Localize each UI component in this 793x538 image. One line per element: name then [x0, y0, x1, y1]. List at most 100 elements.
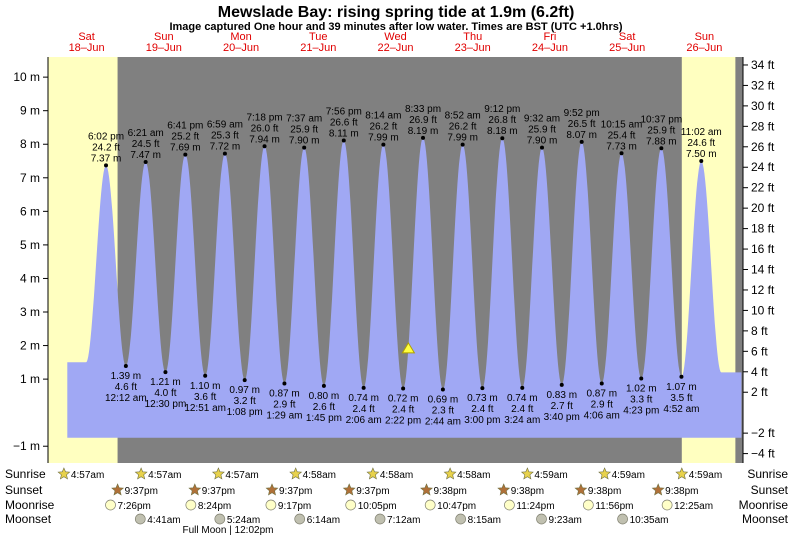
- day-name-label: Sun: [154, 31, 174, 43]
- moonrise-icon: [185, 499, 197, 511]
- high-tide-ft: 25.2 ft: [171, 132, 199, 143]
- low-tide-point: [599, 381, 604, 386]
- moonset-icon: [294, 513, 306, 525]
- high-tide-m: 7.47 m: [130, 150, 161, 161]
- high-tide-point: [699, 159, 704, 164]
- low-tide-m: 0.83 m: [546, 390, 577, 401]
- low-tide-point: [203, 373, 208, 378]
- low-tide-m: 1.07 m: [666, 382, 697, 393]
- high-tide-time: 6:59 am: [207, 120, 243, 131]
- sunrise-time: 4:58am: [457, 470, 490, 481]
- sunrise-icon: [211, 467, 225, 480]
- sunset-time: 9:37pm: [202, 486, 235, 497]
- day-name-label: Tue: [309, 31, 328, 43]
- moonset-icon: [536, 513, 547, 525]
- low-tide-point: [242, 378, 247, 383]
- y-tick-label-ft: −4 ft: [751, 447, 775, 461]
- high-tide-time: 8:52 am: [445, 111, 481, 122]
- sun-moon-rows: Sunrise Sunrise 4:57am 4:57am 4:57am 4:58am 4:…: [5, 467, 789, 526]
- y-tick-label-m: 1 m: [20, 372, 40, 386]
- y-tick-label-ft: 4 ft: [751, 365, 768, 379]
- moonset-icon: [617, 513, 628, 525]
- low-tide-ft: 2.9 ft: [273, 399, 295, 410]
- high-tide-point: [619, 151, 624, 156]
- high-tide-point: [143, 160, 148, 165]
- high-tide-point: [341, 138, 346, 143]
- moonset-icon: [134, 513, 146, 525]
- low-tide-ft: 2.6 ft: [313, 402, 335, 413]
- high-tide-ft: 26.0 ft: [251, 123, 279, 134]
- y-tick-label-m: 5 m: [20, 238, 40, 252]
- low-tide-point: [520, 385, 525, 390]
- high-tide-time: 10:15 am: [601, 119, 643, 130]
- sunset-time: 9:38pm: [665, 486, 698, 497]
- high-tide-point: [500, 136, 505, 141]
- y-tick-label-m: 6 m: [20, 204, 40, 218]
- low-tide-point: [440, 387, 445, 392]
- y-tick-label-ft: 10 ft: [751, 303, 775, 317]
- low-tide-ft: 2.7 ft: [551, 401, 573, 412]
- high-tide-m: 7.50 m: [686, 149, 717, 160]
- high-tide-time: 6:21 am: [128, 128, 164, 139]
- sunrise-row-label-right: Sunrise: [747, 467, 788, 481]
- low-tide-point: [639, 376, 644, 381]
- low-tide-time: 4:06 am: [584, 410, 620, 421]
- high-tide-m: 7.99 m: [368, 133, 399, 144]
- low-tide-time: 1:45 pm: [306, 413, 342, 424]
- sunset-time: 9:37pm: [356, 486, 389, 497]
- low-tide-m: 1.10 m: [190, 381, 221, 392]
- y-tick-label-ft: 28 ft: [751, 119, 775, 133]
- sunrise-time: 4:59am: [534, 470, 567, 481]
- day-date-label: 24–Jun: [532, 42, 568, 54]
- moonset-time: 5:24am: [227, 515, 260, 526]
- moonrise-icon: [582, 499, 594, 511]
- low-tide-point: [123, 364, 128, 369]
- y-tick-label-m: 10 m: [13, 70, 40, 84]
- moonset-icon: [374, 513, 386, 525]
- low-tide-point: [480, 386, 485, 391]
- day-date-label: 26–Jun: [686, 42, 722, 54]
- day-name-label: Thu: [463, 31, 482, 43]
- high-tide-m: 7.72 m: [210, 142, 241, 153]
- y-tick-label-m: 9 m: [20, 104, 40, 118]
- y-tick-label-m: 2 m: [20, 339, 40, 353]
- low-tide-ft: 2.4 ft: [392, 405, 414, 416]
- high-tide-time: 6:41 pm: [167, 121, 203, 132]
- low-tide-time: 4:52 am: [663, 404, 699, 415]
- day-labels: Sat18–JunSun19–JunMon20–JunTue21–JunWed2…: [69, 31, 723, 54]
- moonrise-time: 8:24pm: [198, 501, 231, 512]
- low-tide-ft: 2.9 ft: [591, 399, 613, 410]
- low-tide-ft: 3.5 ft: [670, 393, 692, 404]
- low-tide-ft: 4.6 ft: [115, 382, 137, 393]
- high-tide-time: 6:02 pm: [88, 131, 124, 142]
- low-tide-ft: 4.0 ft: [154, 388, 176, 399]
- moonset-icon: [214, 513, 226, 525]
- low-tide-m: 1.02 m: [626, 383, 657, 394]
- high-tide-point: [460, 142, 465, 147]
- sunrise-icon: [57, 467, 71, 480]
- sunrise-icon: [134, 467, 148, 480]
- moonrise-row-label-right: Moonrise: [739, 498, 789, 512]
- high-tide-time: 7:18 pm: [246, 112, 282, 123]
- y-tick-label-ft: 8 ft: [751, 324, 768, 338]
- moonrise-icon: [424, 499, 436, 511]
- low-tide-m: 1.39 m: [111, 371, 142, 382]
- sunrise-time: 4:58am: [380, 470, 413, 481]
- sunrise-row-label-left: Sunrise: [5, 467, 46, 481]
- moonrise-time: 11:56pm: [595, 501, 633, 512]
- low-tide-m: 0.74 m: [507, 393, 538, 404]
- day-name-label: Sat: [619, 31, 636, 43]
- sunset-time: 9:38pm: [433, 486, 466, 497]
- high-tide-ft: 25.3 ft: [211, 131, 239, 142]
- sunrise-icon: [520, 467, 534, 480]
- y-tick-label-ft: 26 ft: [751, 140, 775, 154]
- tide-area: [67, 137, 742, 438]
- high-tide-time: 9:32 am: [524, 114, 560, 125]
- moonrise-row-label-left: Moonrise: [5, 498, 55, 512]
- y-tick-label-ft: −2 ft: [751, 426, 775, 440]
- axes: −1 m 1 m 2 m 3 m 4 m 5 m 6 m 7 m 8 m 9 m 10 m −4 ft…: [13, 57, 775, 463]
- low-tide-ft: 2.4 ft: [511, 404, 533, 415]
- high-tide-m: 8.19 m: [408, 126, 439, 137]
- low-tide-time: 3:00 pm: [464, 415, 500, 426]
